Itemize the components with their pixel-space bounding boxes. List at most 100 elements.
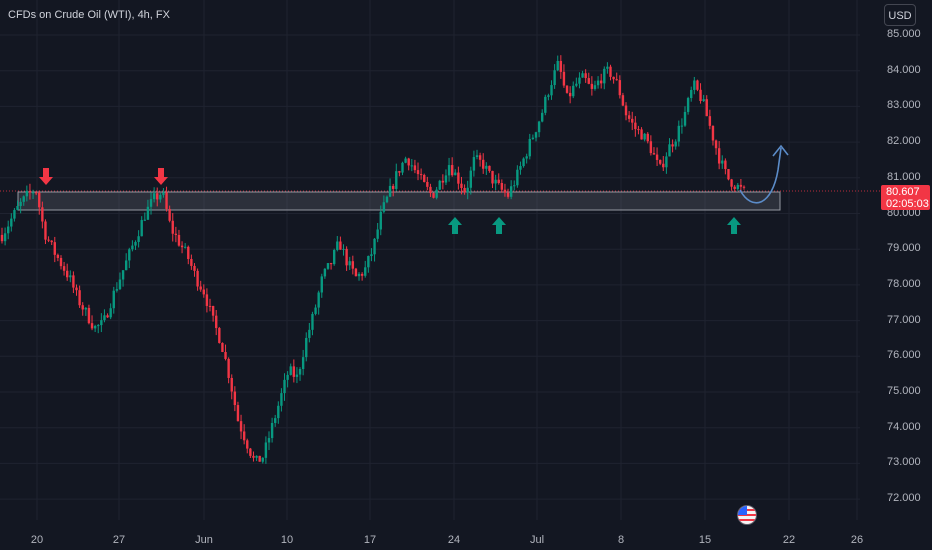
candle-body [528, 138, 531, 157]
candle-body [274, 418, 277, 423]
candle-body [404, 158, 407, 163]
price-axis[interactable]: 85.000 84.000 83.000 82.000 81.000 80.000 79.0… [860, 0, 932, 550]
candle-body [385, 196, 389, 203]
price-tick-label: 83.000 [887, 99, 921, 112]
price-tick-label: 84.000 [887, 63, 921, 76]
candle-body [84, 307, 88, 310]
candle-body [686, 98, 690, 112]
candle-body [261, 457, 264, 462]
candle-body [472, 157, 476, 171]
projection-curve [739, 147, 782, 204]
candle-body [596, 80, 600, 86]
candle-body [547, 95, 550, 97]
candle-body [550, 85, 553, 96]
candle-body [662, 163, 665, 168]
candle-body [488, 165, 491, 171]
candle-body [413, 165, 417, 171]
candle-body [450, 165, 454, 176]
candle-body [562, 71, 566, 86]
candle-body [236, 405, 240, 422]
candle-body [50, 240, 53, 243]
candle-body [649, 141, 653, 154]
candle-body [264, 442, 268, 458]
candle-body [292, 366, 296, 377]
candle-body [233, 391, 237, 406]
candle-body [128, 249, 131, 261]
signal-markers [39, 168, 741, 234]
candle-body [568, 92, 572, 97]
candle-body [301, 357, 305, 369]
candle-body [357, 273, 361, 277]
support-zone [17, 191, 781, 211]
price-tick-label: 76.000 [887, 349, 921, 362]
candle-body [416, 170, 420, 175]
candle-body [239, 421, 243, 432]
candle-body [593, 85, 597, 89]
candle-body [584, 73, 587, 79]
buy-signal-arrow [727, 217, 741, 234]
candle-body [177, 234, 181, 246]
price-tick-label: 74.000 [887, 420, 921, 433]
candle-body [742, 186, 746, 188]
us-flag-icon[interactable] [737, 505, 757, 525]
candle-body [180, 245, 184, 248]
candle-body [159, 194, 162, 200]
candle-body [572, 85, 575, 97]
candle-body [565, 85, 569, 93]
candle-body [199, 286, 202, 290]
candle-body [658, 159, 662, 164]
candle-body [308, 329, 311, 338]
candle-body [227, 358, 230, 378]
candle-body [460, 183, 463, 188]
candle-body [41, 207, 44, 222]
candle-body [97, 325, 100, 327]
candle-body [348, 261, 351, 266]
candle-body [621, 95, 625, 106]
candle-body [398, 171, 401, 173]
candle-body [634, 122, 637, 130]
candle-body [283, 379, 286, 394]
time-tick-label: 24 [447, 534, 461, 546]
candle-body [599, 80, 603, 84]
candle-body [34, 192, 38, 194]
candle-body [531, 137, 535, 139]
candle-body [13, 209, 16, 219]
candle-body [525, 156, 528, 159]
candle-body [364, 267, 367, 276]
candle-body [606, 66, 609, 69]
candle-body [329, 263, 333, 265]
candle-body [690, 89, 693, 99]
candle-body [270, 422, 274, 439]
candle-body [134, 241, 137, 246]
candle-body [401, 162, 404, 173]
candle-body [646, 133, 649, 142]
candle-body [714, 140, 718, 149]
candle-body [575, 83, 578, 86]
candle-body [258, 455, 261, 462]
candle-body [423, 174, 426, 182]
candle-body [615, 79, 618, 81]
candle-body [112, 290, 115, 309]
candle-body [391, 185, 395, 189]
candle-body [379, 211, 382, 230]
buy-signal-arrow [448, 217, 462, 234]
candle-body [693, 80, 696, 90]
candle-body [78, 290, 81, 306]
candle-body [360, 273, 364, 276]
candle-body [485, 165, 488, 169]
candle-body [118, 279, 122, 290]
time-tick-label: 26 [850, 534, 864, 546]
candle-body [444, 175, 448, 183]
candle-body [708, 116, 712, 126]
candle-body [280, 393, 283, 406]
candle-body [491, 170, 494, 184]
candle-body [382, 202, 386, 212]
candle-body [205, 294, 209, 306]
candle-body [506, 192, 510, 197]
candle-body [10, 218, 13, 227]
candle-body [410, 165, 414, 167]
candle-body [7, 226, 10, 234]
candle-body [581, 73, 584, 78]
currency-button[interactable]: USD [884, 4, 916, 26]
